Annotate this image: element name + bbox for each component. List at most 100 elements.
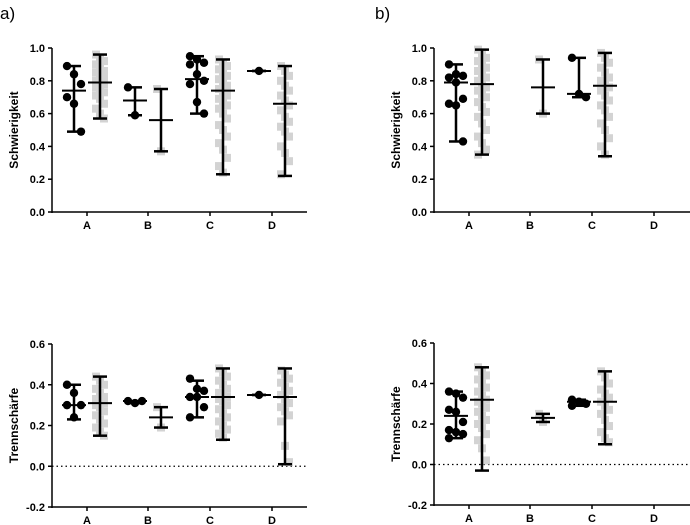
data-point — [597, 101, 605, 110]
y-tick-label: 0.6 — [30, 109, 45, 121]
series-grey-A — [470, 45, 494, 159]
data-point — [597, 63, 605, 72]
data-point — [223, 425, 231, 434]
data-point — [100, 88, 108, 97]
y-axis-label: Schwierigkeit — [389, 91, 403, 168]
data-point — [277, 417, 285, 426]
data-point — [215, 139, 223, 148]
data-point — [285, 86, 293, 95]
data-point — [223, 114, 231, 123]
y-axis-label: Trennschärfe — [389, 386, 403, 462]
x-tick-label: D — [650, 220, 658, 232]
y-tick-label: 0.2 — [412, 419, 427, 431]
data-point — [223, 71, 231, 80]
y-tick-label: 0.6 — [412, 109, 427, 121]
data-point — [605, 379, 613, 388]
y-tick-label: 0.2 — [30, 421, 45, 433]
data-point — [277, 106, 285, 115]
data-point — [285, 132, 293, 141]
data-point — [474, 112, 482, 121]
data-point — [482, 371, 490, 380]
chart-panel-b-top: 0.0 0.2 0.4 0.6 0.8 1.0 A B C D Schwierigkeit — [389, 43, 690, 232]
data-point — [92, 104, 100, 113]
data-point — [458, 71, 468, 81]
data-point — [277, 142, 285, 151]
data-point — [605, 73, 613, 82]
series-black-B — [123, 83, 147, 120]
series-grey-B — [531, 409, 555, 426]
data-point — [444, 73, 454, 82]
series-grey-A — [88, 372, 112, 440]
data-point — [185, 60, 195, 69]
data-point — [100, 407, 108, 416]
data-point — [458, 393, 468, 402]
series-grey-D — [273, 366, 297, 467]
data-point — [482, 383, 490, 392]
data-point — [277, 170, 285, 179]
y-tick-label: 0.8 — [412, 76, 427, 88]
panel-label-a: a) — [0, 4, 16, 23]
y-tick-label: 0.2 — [30, 174, 45, 186]
data-point — [482, 415, 490, 424]
x-tick-label: D — [268, 515, 276, 525]
data-point — [605, 393, 613, 402]
data-point — [482, 456, 490, 465]
data-point — [223, 132, 231, 141]
x-tick-label: A — [465, 513, 473, 525]
data-point — [285, 411, 293, 420]
data-point — [215, 405, 223, 414]
data-point — [223, 62, 231, 71]
data-point — [597, 385, 605, 394]
y-tick-label: 1.0 — [30, 43, 45, 55]
y-tick-label: 1.0 — [412, 43, 427, 55]
y-tick-label: 0.0 — [412, 460, 427, 472]
data-point — [605, 405, 613, 414]
data-point — [285, 386, 293, 395]
data-point — [597, 119, 605, 128]
data-point — [100, 380, 108, 389]
series-black-A — [444, 60, 468, 146]
data-point — [605, 96, 613, 105]
y-tick-label: 0.4 — [30, 141, 46, 153]
data-point — [605, 112, 613, 121]
data-point — [199, 386, 209, 396]
data-point — [605, 438, 613, 447]
data-point — [215, 417, 223, 426]
data-point — [482, 403, 490, 412]
data-point — [597, 86, 605, 95]
data-point — [285, 71, 293, 80]
x-tick-label: A — [83, 515, 91, 525]
x-tick-label: A — [465, 220, 473, 232]
data-point — [285, 157, 293, 166]
series-black-C — [567, 395, 591, 410]
data-point — [199, 58, 209, 67]
data-point — [597, 428, 605, 437]
series-grey-C — [211, 364, 235, 442]
data-point — [285, 374, 293, 383]
data-point — [482, 73, 490, 82]
y-tick-label: 0.4 — [412, 141, 428, 153]
x-tick-label: C — [588, 220, 596, 232]
series-grey-B — [149, 403, 173, 432]
y-axis-label: Trennschärfe — [7, 387, 21, 463]
y-tick-label: 0.6 — [30, 339, 45, 351]
series-black-A — [444, 387, 468, 443]
x-tick-label: B — [526, 220, 534, 232]
chart-panel-a-bottom: -0.2 0.0 0.2 0.4 0.6 A B C D Trennschärfe — [7, 339, 307, 525]
series-black-A — [62, 380, 86, 422]
series-black-A — [62, 61, 86, 136]
series-grey-C — [593, 48, 617, 159]
x-tick-label: B — [144, 515, 152, 525]
series-black-B — [123, 396, 147, 408]
data-point — [100, 419, 108, 428]
series-black-C — [567, 53, 591, 102]
y-axis-label: Schwierigkeit — [7, 91, 21, 168]
data-point — [223, 153, 231, 162]
series-grey-B — [531, 55, 555, 118]
y-tick-label: 0.2 — [412, 174, 427, 186]
data-point — [223, 372, 231, 381]
data-point — [482, 126, 490, 134]
data-point — [223, 384, 231, 393]
data-point — [223, 91, 231, 100]
